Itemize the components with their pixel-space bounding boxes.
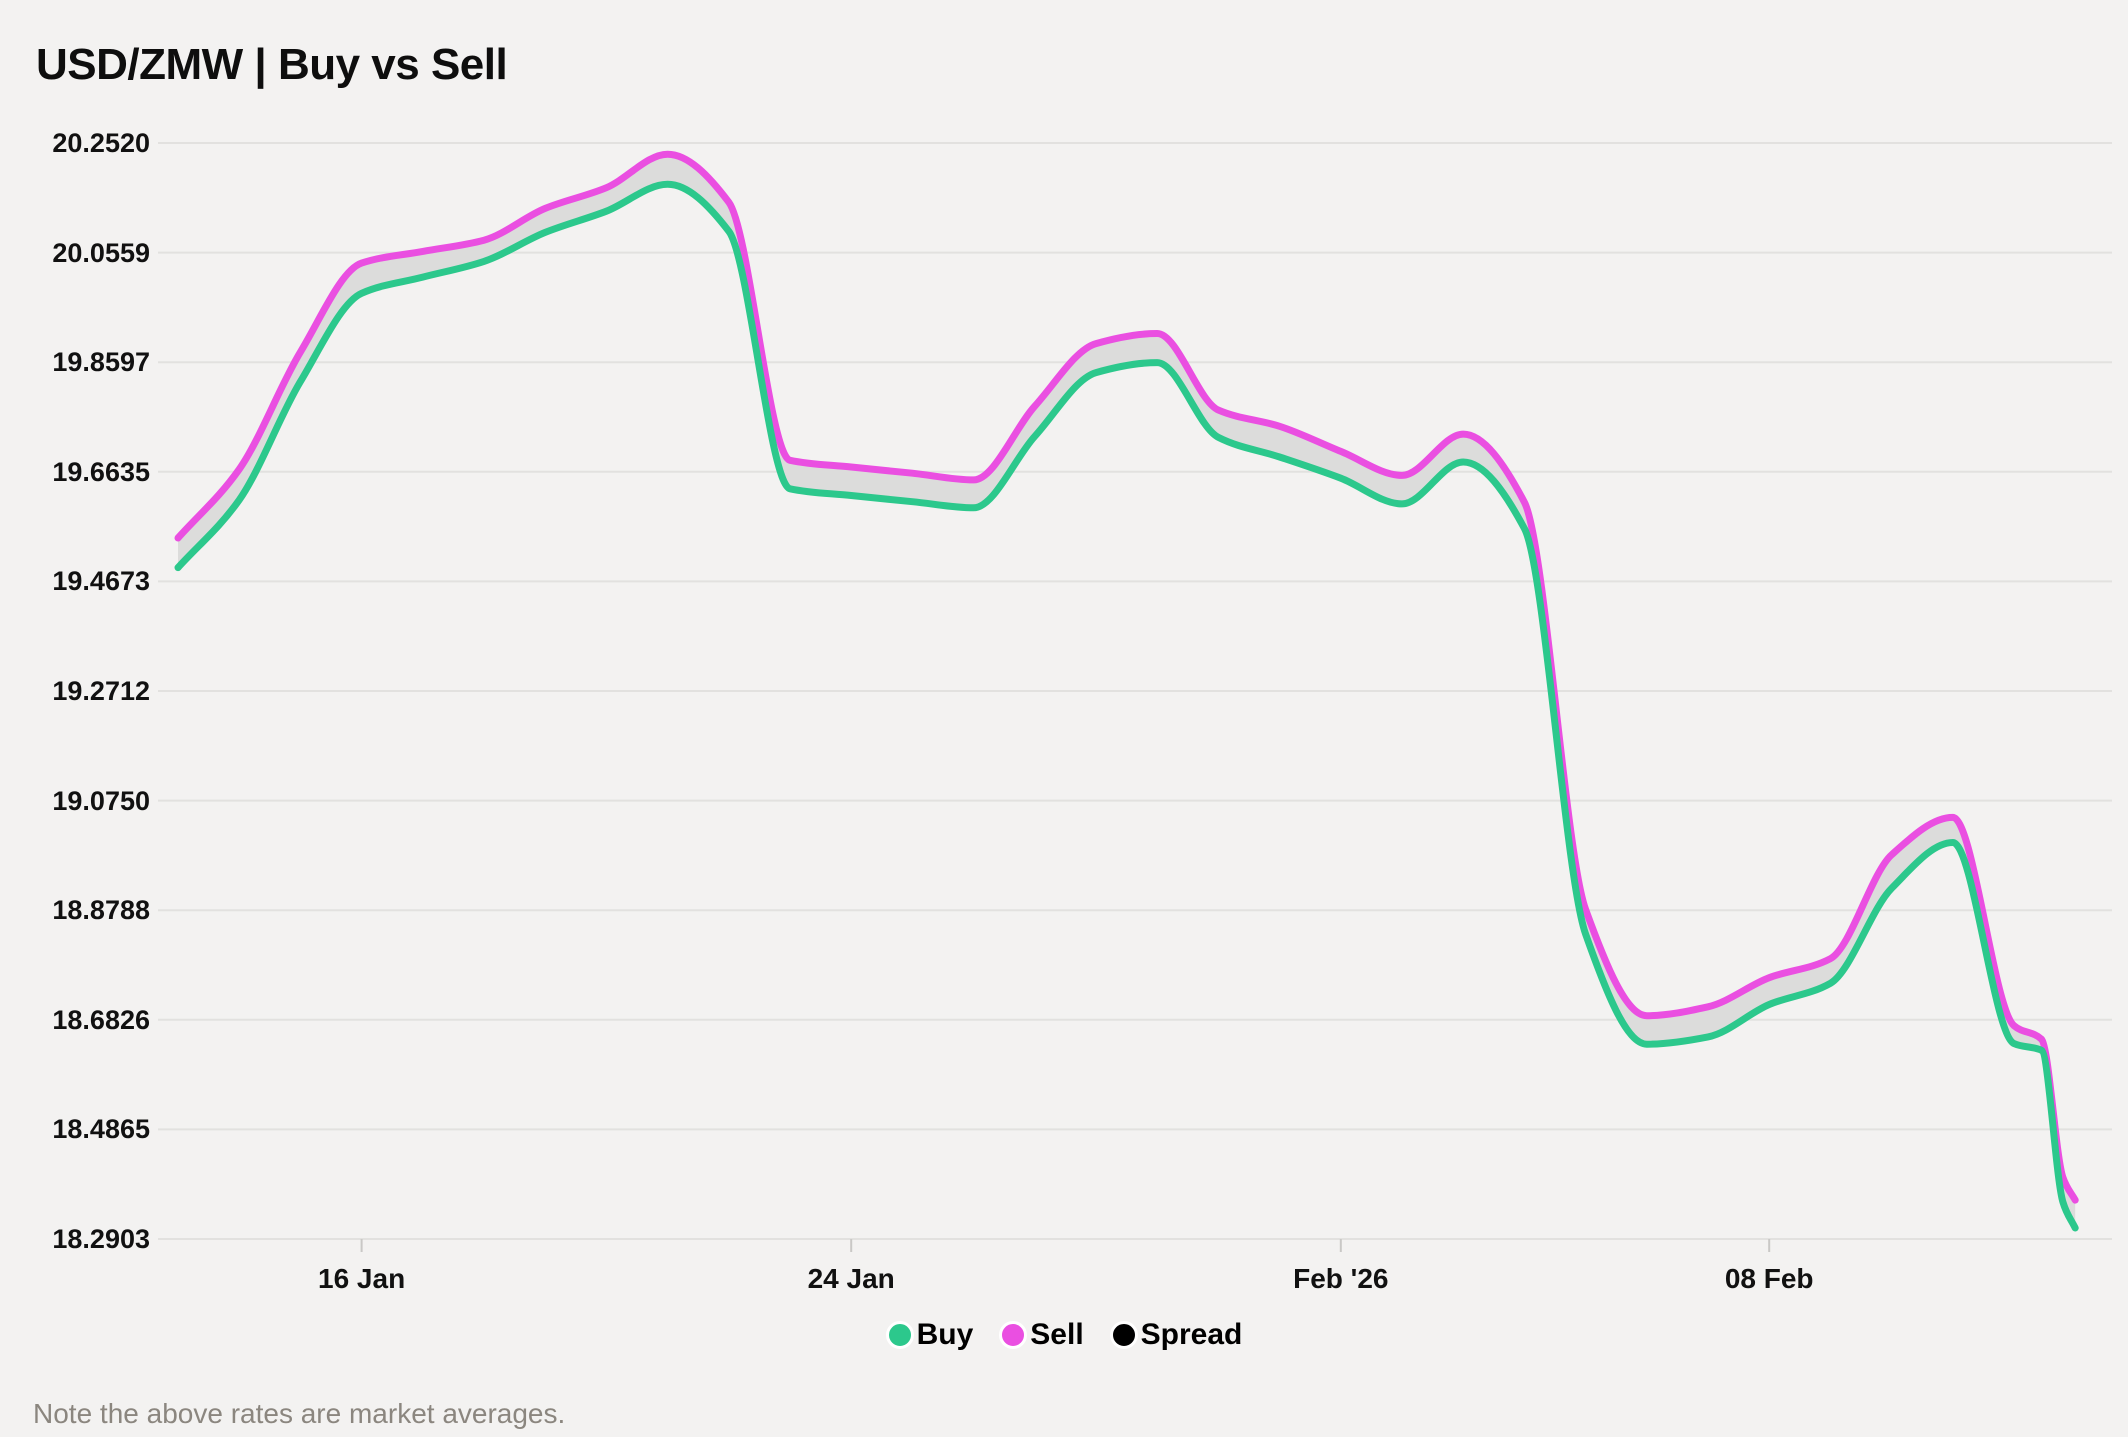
y-axis-label: 20.2520	[52, 128, 150, 158]
y-axis-label: 18.2903	[52, 1224, 150, 1254]
y-axis-label: 20.0559	[52, 237, 150, 268]
x-axis-label: 16 Jan	[318, 1263, 406, 1294]
y-axis-label: 19.6635	[52, 456, 150, 487]
legend-label: Spread	[1140, 1318, 1243, 1351]
sell-line	[174, 150, 2079, 1204]
y-axis-label: 19.4673	[52, 566, 150, 597]
buy-series-dot-icon	[885, 1321, 914, 1349]
chart-legend: Buy Sell Spread	[0, 1318, 2128, 1352]
y-axis-label: 18.8788	[52, 895, 150, 926]
x-axis-label: 08 Feb	[1724, 1263, 1814, 1294]
legend-label: Sell	[1030, 1318, 1084, 1351]
legend-item-spread[interactable]: Spread	[1109, 1318, 1243, 1352]
y-axis-label: 19.2712	[52, 675, 150, 706]
x-axis-label: Feb '26	[1293, 1263, 1389, 1294]
buy-line	[174, 180, 2079, 1232]
spread-band	[178, 154, 2076, 1229]
y-axis-label: 19.0750	[52, 785, 150, 816]
footnote: Note the above rates are market averages…	[33, 1398, 566, 1429]
legend-label: Buy	[916, 1318, 974, 1351]
legend-item-buy[interactable]: Buy	[885, 1318, 974, 1352]
sell-series-dot-icon	[999, 1321, 1028, 1349]
legend-item-sell[interactable]: Sell	[999, 1318, 1084, 1352]
y-axis-label: 18.6826	[52, 1004, 150, 1035]
x-axis-label: 24 Jan	[807, 1263, 895, 1294]
chart-title: USD/ZMW | Buy vs Sell	[36, 40, 508, 89]
y-axis-label: 19.8597	[52, 347, 150, 378]
y-axis-label: 18.4865	[52, 1114, 150, 1145]
spread-series-dot-icon	[1109, 1321, 1138, 1349]
